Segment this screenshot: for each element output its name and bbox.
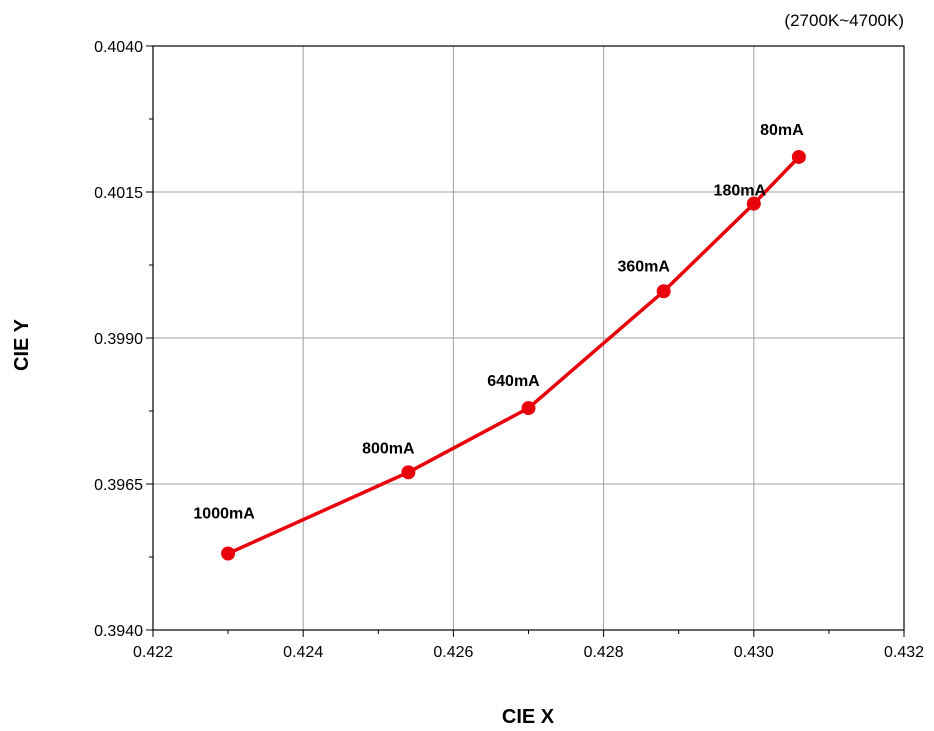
chart-subtitle: (2700K~4700K): [784, 11, 904, 30]
data-point-label: 800mA: [362, 440, 415, 457]
data-point: [401, 465, 416, 480]
grid: [153, 46, 904, 630]
x-axis-title: CIE X: [502, 706, 555, 728]
y-tick-label: 0.4040: [94, 39, 143, 56]
x-tick-label: 0.426: [433, 644, 473, 661]
data-point-label: 640mA: [487, 373, 540, 390]
x-tick-label: 0.430: [734, 644, 774, 661]
series-line: [227, 155, 801, 556]
y-tick-label: 0.3940: [94, 623, 143, 640]
data-point-label: 80mA: [760, 122, 804, 139]
data-point-label: 180mA: [714, 183, 767, 200]
data-point: [521, 401, 536, 416]
data-point: [221, 546, 236, 561]
y-tick-label: 0.4015: [94, 185, 143, 202]
data-point-label: 1000mA: [193, 505, 255, 522]
x-tick-label: 0.428: [584, 644, 624, 661]
y-axis-title: CIE Y: [11, 318, 33, 371]
x-tick-label: 0.432: [884, 644, 924, 661]
data-point: [656, 284, 671, 299]
data-series: 1000mA 800mA 640mA 360mA 180mA 80mA: [193, 122, 806, 561]
axis-ticks: 0.422 0.424 0.426 0.428 0.430 0.432 0.3940 0.39…: [94, 39, 924, 661]
data-point-label: 360mA: [617, 258, 670, 275]
x-tick-label: 0.424: [283, 644, 323, 661]
data-point: [746, 196, 761, 211]
x-tick-label: 0.422: [133, 644, 173, 661]
y-tick-label: 0.3990: [94, 331, 143, 348]
y-tick-label: 0.3965: [94, 477, 143, 494]
data-point: [791, 149, 806, 164]
